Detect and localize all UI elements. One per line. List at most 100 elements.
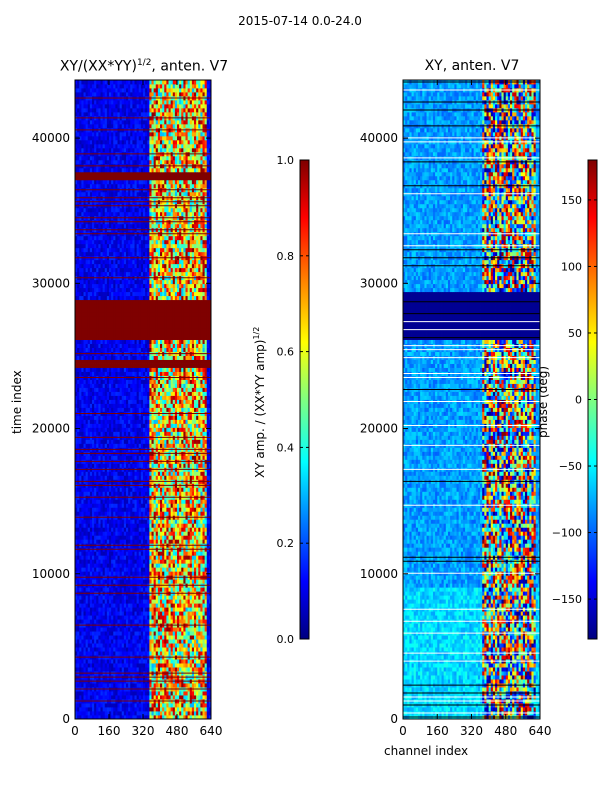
heatmap-cell	[151, 639, 155, 644]
heatmap-cell	[147, 539, 150, 544]
heatmap-cell	[119, 491, 123, 496]
heatmap-cell	[202, 507, 206, 512]
heatmap-cell	[153, 627, 157, 632]
heatmap-cell	[140, 635, 144, 640]
heatmap-cell	[157, 579, 161, 584]
heatmap-cell	[75, 535, 78, 540]
heatmap-cell	[174, 643, 178, 648]
heatmap-cell	[83, 551, 87, 556]
heatmap-cell	[147, 619, 150, 624]
heatmap-cell	[134, 707, 138, 712]
heatmap-cell	[198, 715, 201, 720]
heatmap-cell	[75, 711, 78, 716]
heatmap-cell	[170, 567, 174, 572]
heatmap-cell	[196, 571, 199, 576]
heatmap-cell	[208, 627, 212, 632]
heatmap-cell	[81, 539, 84, 544]
heatmap-cell	[177, 695, 180, 700]
heatmap-cell	[87, 643, 91, 648]
heatmap-cell	[181, 563, 184, 568]
heatmap-cell	[151, 603, 155, 608]
heatmap-cell	[162, 555, 165, 560]
heatmap-cell	[113, 527, 116, 532]
heatmap-cell	[157, 615, 161, 620]
heatmap-cell	[123, 643, 127, 648]
heatmap-cell	[196, 511, 199, 516]
heatmap-cell	[79, 607, 82, 612]
heatmap-cell	[166, 511, 169, 516]
heatmap-cell	[87, 511, 91, 516]
heatmap-cell	[179, 527, 182, 532]
heatmap-cell	[204, 683, 208, 688]
heatmap-cell	[170, 599, 174, 604]
heatmap-cell	[174, 587, 178, 592]
heatmap-cell	[202, 635, 206, 640]
heatmap-cell	[104, 523, 108, 528]
heatmap-cell	[166, 599, 169, 604]
heatmap-cell	[170, 647, 174, 652]
heatmap-cell	[81, 559, 84, 564]
heatmap-cell	[194, 603, 197, 608]
heatmap-cell	[100, 599, 104, 604]
heatmap-cell	[187, 571, 191, 576]
heatmap-cell	[189, 611, 193, 616]
heatmap-cell	[153, 615, 157, 620]
heatmap-cell	[179, 631, 182, 636]
heatmap-cell	[196, 715, 199, 720]
heatmap-cell	[92, 607, 95, 612]
heatmap-cell	[208, 715, 212, 720]
heatmap-cell	[138, 603, 142, 608]
heatmap-cell	[92, 531, 95, 536]
heatmap-cell	[149, 571, 152, 576]
heatmap-cell	[121, 539, 125, 544]
heatmap-cell	[81, 711, 84, 716]
heatmap-cell	[96, 559, 99, 564]
heatmap-cell	[153, 475, 157, 480]
heatmap-cell	[183, 579, 186, 584]
heatmap-cell	[119, 615, 123, 620]
heatmap-cell	[83, 639, 87, 644]
heatmap-cell	[200, 643, 203, 648]
heatmap-cell	[121, 683, 125, 688]
heatmap-cell	[196, 503, 199, 508]
heatmap-cell	[155, 647, 159, 652]
heatmap-cell	[196, 659, 199, 664]
heatmap-cell	[185, 531, 189, 536]
heatmap-cell	[100, 491, 104, 496]
heatmap-cell	[174, 519, 178, 524]
heatmap-cell	[140, 715, 144, 720]
heatmap-cell	[77, 595, 80, 600]
heatmap-cell	[96, 555, 99, 560]
heatmap-cell	[166, 523, 169, 528]
heatmap-cell	[92, 707, 95, 712]
heatmap-cell	[140, 587, 144, 592]
heatmap-cell	[104, 715, 108, 720]
heatmap-cell	[202, 571, 206, 576]
heatmap-cell	[98, 559, 101, 564]
heatmap-cell	[102, 475, 106, 480]
heatmap-cell	[198, 691, 201, 696]
heatmap-cell	[162, 487, 165, 492]
heatmap-cell	[164, 691, 167, 696]
heatmap-cell	[92, 487, 95, 492]
heatmap-cell	[151, 535, 155, 540]
heatmap-cell	[187, 511, 191, 516]
heatmap-cell	[204, 643, 208, 648]
heatmap-cell	[200, 599, 203, 604]
heatmap-cell	[89, 683, 93, 688]
heatmap-cell	[151, 651, 155, 656]
heatmap-cell	[174, 631, 178, 636]
heatmap-cell	[94, 715, 97, 720]
heatmap-cell	[164, 643, 167, 648]
heatmap-cell	[100, 519, 104, 524]
heatmap-cell	[77, 683, 80, 688]
heatmap-cell	[132, 539, 135, 544]
heatmap-cell	[187, 563, 191, 568]
heatmap-cell	[202, 563, 206, 568]
heatmap-cell	[126, 635, 129, 640]
heatmap-cell	[100, 643, 104, 648]
heatmap-cell	[200, 551, 203, 556]
heatmap-cell	[109, 499, 112, 504]
heatmap-cell	[172, 647, 176, 652]
heatmap-cell	[200, 567, 203, 572]
